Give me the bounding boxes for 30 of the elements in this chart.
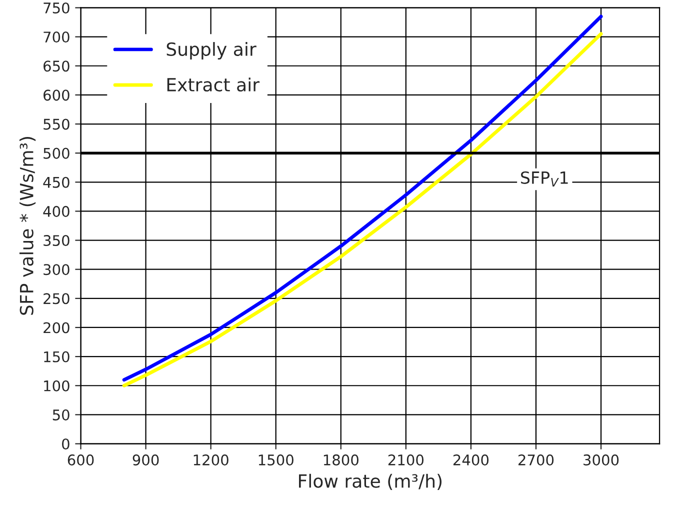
y-tick-label: 750 (44, 2, 70, 14)
legend-label: Extract air (167, 78, 260, 92)
y-tick-label: 500 (44, 148, 70, 159)
x-tick-label: 1800 (324, 454, 358, 466)
y-axis-title: SFP value * (Ws/m³) (19, 137, 36, 315)
y-tick-label: 550 (44, 118, 70, 130)
y-tick-label: 100 (44, 380, 70, 392)
y-tick-label: 600 (44, 90, 70, 101)
y-tick-label: 450 (43, 176, 70, 188)
y-tick-label: 300 (44, 264, 70, 276)
y-tick-label: 0 (62, 438, 70, 450)
y-tick-label: 650 (44, 60, 70, 72)
legend-label: Supply air (166, 42, 256, 60)
x-tick-label: 900 (132, 454, 159, 466)
y-tick-label: 150 (44, 351, 70, 362)
y-tick-label: 700 (44, 32, 70, 43)
x-tick-label: 2700 (518, 454, 554, 466)
x-tick-label: 600 (68, 454, 94, 466)
x-tick-label: 1200 (194, 454, 228, 466)
x-tick-label: 2400 (453, 454, 489, 466)
ref-line-label: SFP$_{V}$1 (521, 171, 568, 186)
y-tick-label: 200 (44, 322, 70, 334)
y-tick-label: 350 (44, 235, 70, 246)
y-tick-label: 400 (43, 206, 70, 217)
x-tick-label: 1500 (258, 454, 294, 466)
x-axis-title: Flow rate (m³/h) (299, 474, 442, 490)
x-tick-label: 3000 (584, 454, 619, 466)
y-tick-label: 50 (52, 409, 70, 420)
x-tick-label: 2100 (388, 454, 424, 466)
y-tick-label: 250 (44, 293, 70, 304)
